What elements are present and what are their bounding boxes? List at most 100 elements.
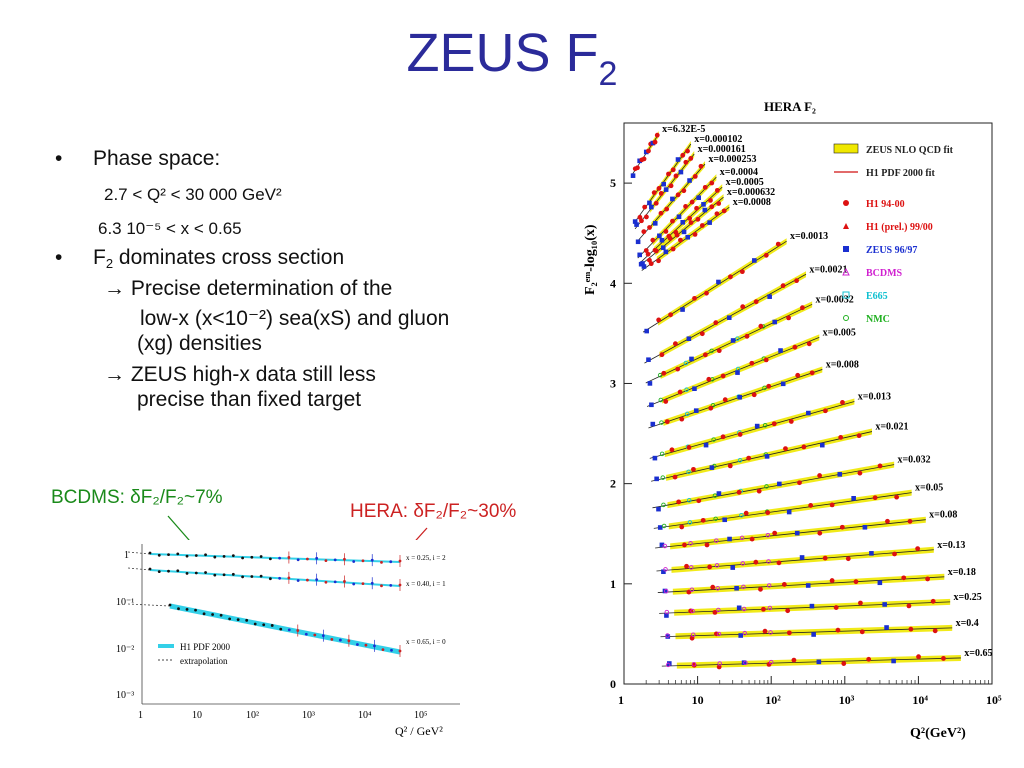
zeus-point [647, 200, 652, 206]
sp-data-point [194, 554, 198, 557]
sp-data-point [333, 580, 337, 584]
sp-xtick-5: 10⁴ [358, 710, 372, 721]
bullet-dot-2: • [55, 246, 63, 269]
sp-data-point [306, 578, 309, 582]
h1-point [761, 606, 766, 612]
sp-data-point [245, 618, 249, 622]
h1-point [788, 419, 794, 424]
h1-point [722, 397, 728, 403]
h1-point [702, 352, 708, 358]
h1-point [838, 434, 844, 440]
fixed-target-point [739, 513, 744, 518]
h1-pdf-curve [149, 553, 401, 563]
zeus-point [752, 258, 757, 263]
h1-point [684, 563, 689, 569]
zeus-point [680, 219, 686, 225]
h1-point [720, 434, 726, 440]
sp-data-point [222, 573, 226, 577]
sp-data-point [361, 582, 365, 586]
x-bin-label: x=0.021 [875, 422, 908, 433]
zeus-point [780, 381, 786, 387]
h1-point [668, 312, 674, 318]
h1-point [859, 629, 865, 635]
x-bin-label: x=0.65 [964, 648, 992, 659]
zeus-point [660, 245, 666, 250]
zeus-point [634, 222, 639, 227]
sp-data-point [157, 570, 161, 573]
sp-xtick-6: 10⁵ [414, 710, 428, 721]
hera-f2-chart: HERA F₂ F₂ᵉᵐ-log₁₀(x) Q²(GeV²) 1 10 10² 10³… [572, 95, 1004, 750]
sp-data-point [219, 613, 223, 617]
zeus-point [734, 585, 739, 591]
x-bin-label: x=0.000161 [698, 144, 746, 155]
zeus-point [877, 580, 883, 586]
h1-point [676, 499, 682, 505]
zeus-point [730, 338, 736, 343]
sp-xtick-3: 10² [246, 710, 259, 721]
h1-point [797, 480, 802, 486]
zeus-point [649, 402, 654, 408]
h1-point [743, 510, 749, 516]
sp-data-point [324, 559, 328, 563]
zeus-point [635, 239, 641, 245]
h1-point [687, 215, 693, 221]
sp-data-point [259, 555, 263, 558]
x-bin-label: x=0.000253 [708, 154, 756, 165]
zeus-point [649, 204, 654, 210]
h1-point [817, 530, 823, 536]
fixed-target-point [686, 469, 691, 475]
zeus-point [727, 536, 732, 542]
zeus-point [716, 491, 722, 496]
zeus-point [637, 252, 643, 258]
sp-data-point [262, 623, 266, 627]
h1-point [709, 180, 715, 186]
h1-point [720, 373, 726, 379]
sp-data-point [352, 560, 356, 563]
h1-point [681, 188, 687, 194]
h1-point [765, 510, 771, 516]
h1-point [872, 495, 878, 501]
h1-point [692, 173, 698, 179]
h1-point [664, 206, 670, 212]
fixed-target-point [766, 583, 772, 588]
h1-point [714, 187, 720, 193]
h1-point [673, 173, 679, 179]
h1-point [716, 201, 722, 206]
h1-point [675, 192, 681, 198]
h1-point [736, 489, 742, 495]
h1-point [809, 370, 815, 376]
legend-label: E665 [866, 291, 888, 302]
fixed-target-point [711, 437, 716, 442]
h1-point [635, 165, 640, 171]
fixed-target-point [691, 632, 696, 637]
h1-point [652, 139, 658, 145]
h1-point [658, 191, 664, 196]
h1-point [645, 251, 651, 257]
h1-point [727, 463, 733, 469]
x-bin-label: x=0.000632 [727, 187, 775, 198]
zeus-point [806, 410, 811, 416]
x-tick-label: 10 [692, 693, 704, 707]
h1-point [749, 360, 755, 366]
small-f2-plot: 1 10⁻¹ 10⁻² 10⁻³ 1 10 10² 10³ 10⁴ 10⁵ x … [110, 540, 470, 740]
h1-point [710, 584, 716, 590]
h1-point [654, 132, 660, 138]
h1-point [670, 246, 676, 252]
zeus-point [726, 315, 732, 320]
zeus-point [772, 319, 778, 325]
h1-point [686, 445, 692, 450]
zeus-point [809, 603, 815, 609]
fixed-target-point [691, 661, 697, 667]
sp-data-point [168, 603, 172, 607]
legend-label: ZEUS NLO QCD fit [866, 145, 954, 156]
sp-data-point [250, 575, 254, 578]
zeus-point [722, 517, 728, 523]
h1-point [916, 654, 921, 660]
h1-point [839, 524, 845, 530]
fixed-target-point [764, 484, 769, 489]
h1-point [709, 204, 715, 210]
sp-data-point [389, 584, 393, 587]
h1-point [845, 556, 851, 562]
zeus-point [703, 442, 709, 448]
zeus-point [644, 328, 649, 334]
